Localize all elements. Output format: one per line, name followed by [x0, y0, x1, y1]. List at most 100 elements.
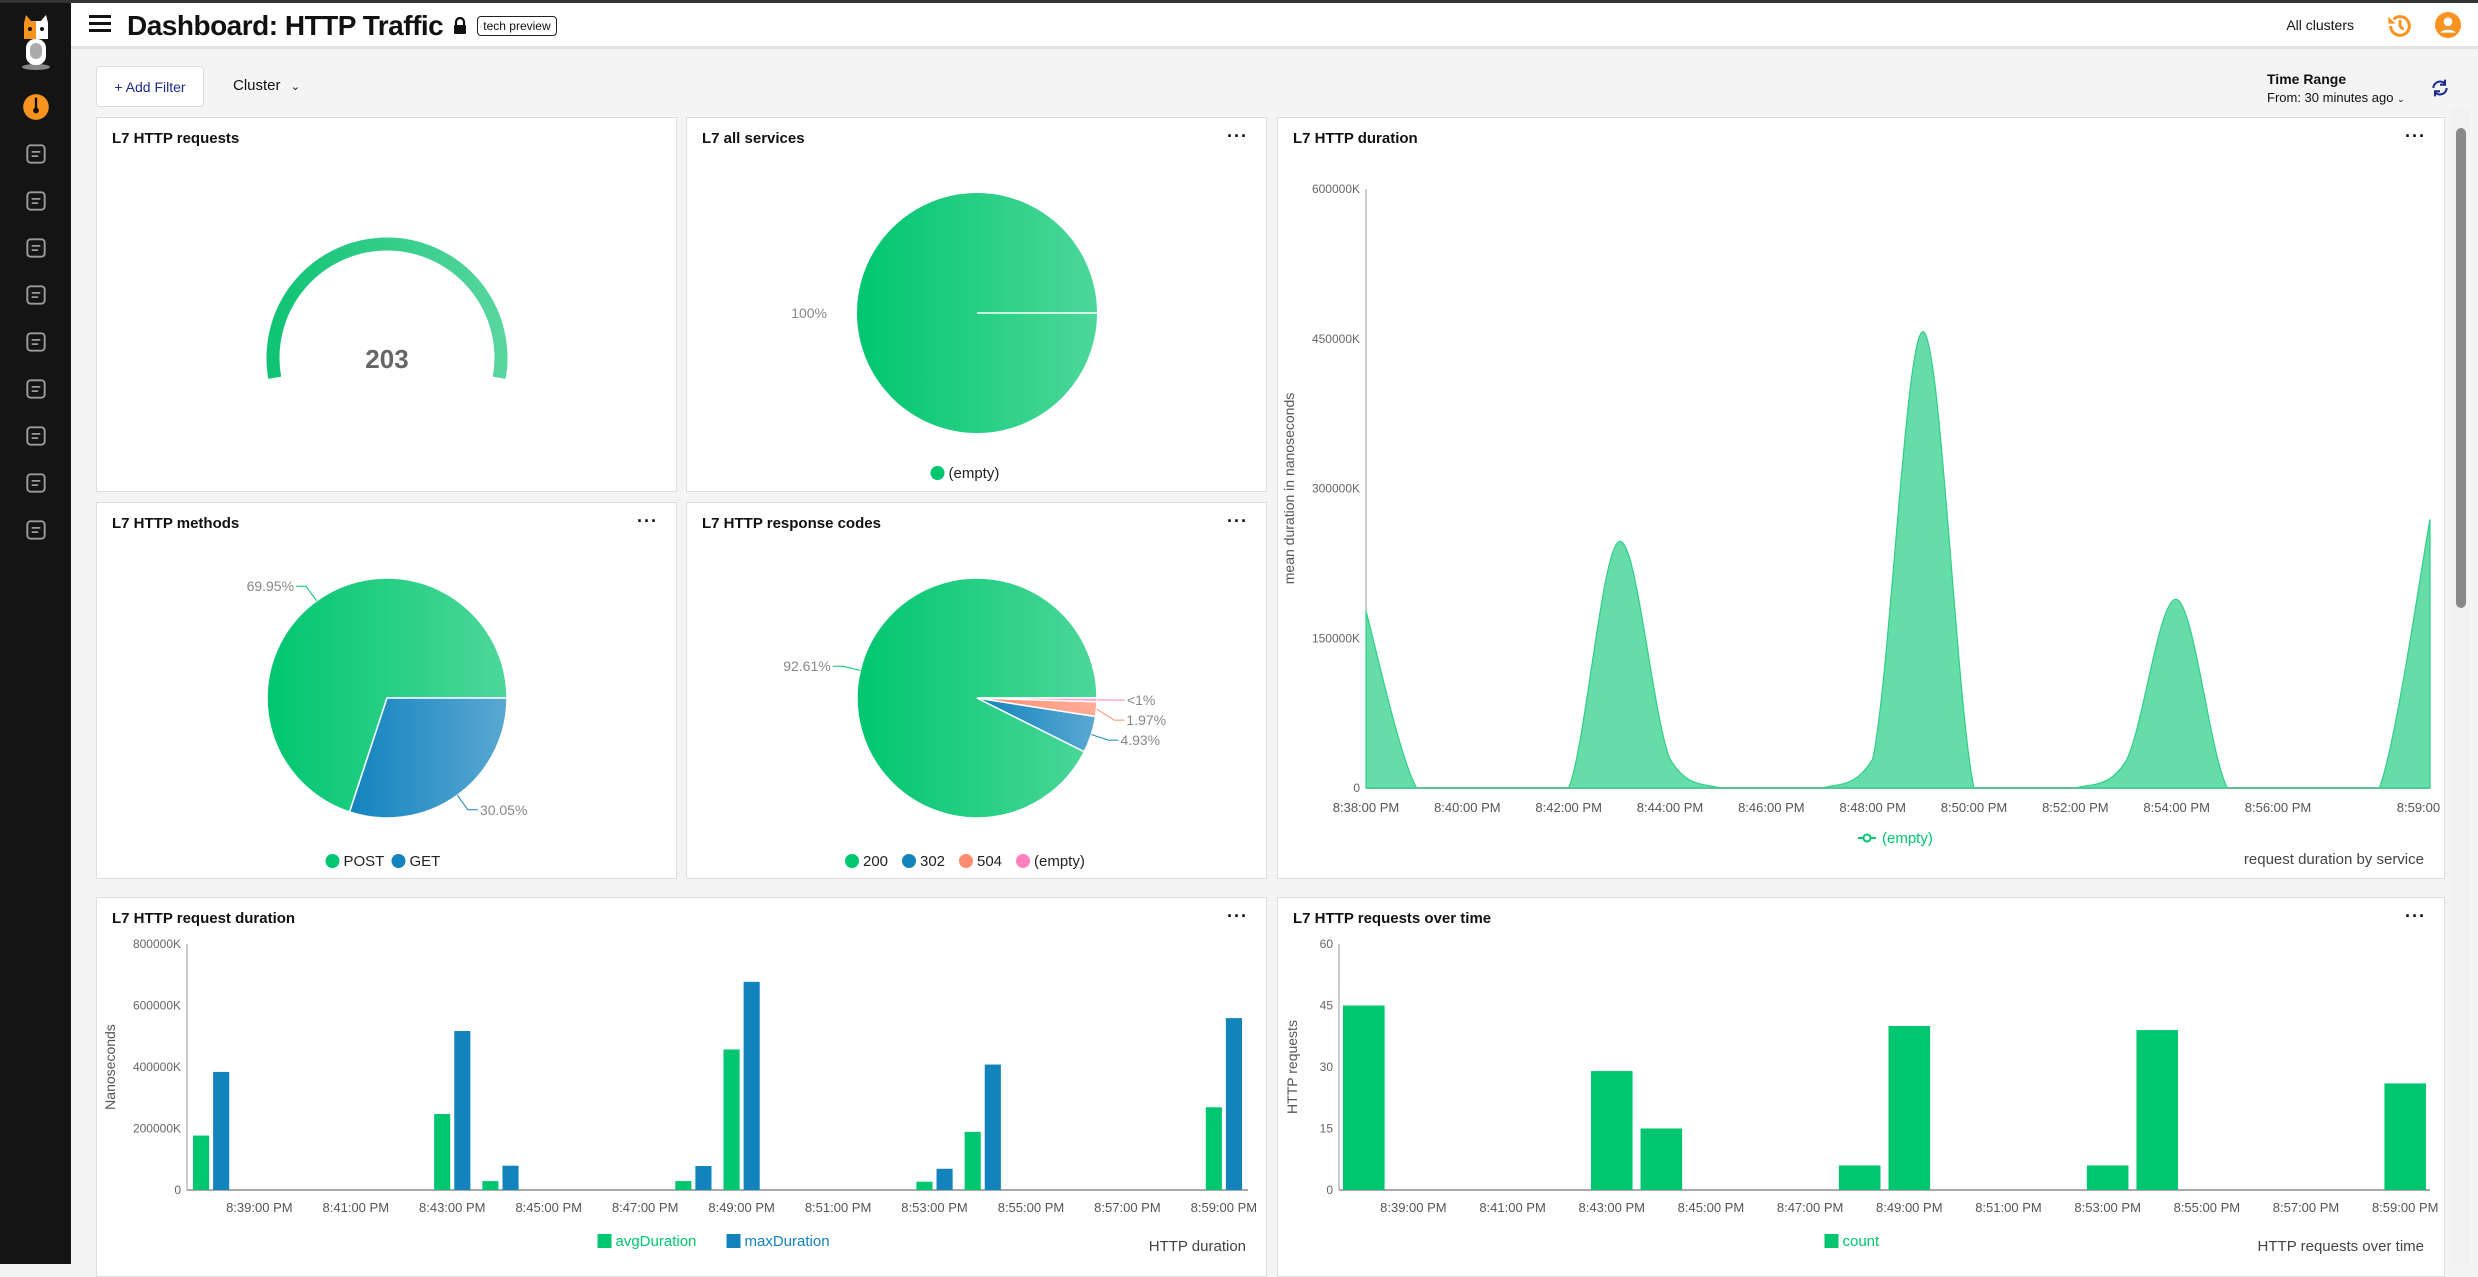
label-line: [1096, 709, 1124, 720]
bar: [1206, 1107, 1222, 1190]
panel-menu-button[interactable]: ···: [637, 511, 658, 532]
cluster-filter-dropdown[interactable]: Cluster ⌄: [233, 77, 300, 94]
y-tick-label: 15: [1320, 1122, 1334, 1136]
panel-title: L7 all services: [702, 130, 805, 147]
cat-logo-icon[interactable]: [14, 13, 58, 71]
panel-title: L7 HTTP response codes: [702, 515, 881, 532]
policy-edit-icon[interactable]: [20, 185, 52, 217]
slice-label: 92.61%: [783, 658, 830, 674]
x-tick-label: 8:52:00 PM: [2042, 800, 2109, 815]
bar: [724, 1049, 740, 1190]
panel-menu-button[interactable]: ···: [1227, 126, 1248, 147]
slice-label: 4.93%: [1120, 732, 1160, 748]
label-line: [1091, 735, 1118, 741]
bar: [502, 1166, 518, 1190]
x-tick-label: 8:55:00 PM: [2174, 1200, 2241, 1215]
legend-swatch: [392, 854, 406, 868]
x-tick-label: 8:57:00 PM: [1094, 1200, 1161, 1215]
panel-menu-button[interactable]: ···: [1227, 906, 1248, 927]
x-tick-label: 8:43:00 PM: [1579, 1200, 1646, 1215]
x-tick-label: 8:59:00 PM: [2397, 800, 2444, 815]
gauge-value: 203: [365, 344, 408, 374]
panel-http-requests: L7 HTTP requests 203: [96, 117, 677, 492]
label-line: [833, 666, 861, 670]
slice-label: 30.05%: [480, 802, 527, 818]
panel-title: L7 HTTP request duration: [112, 910, 295, 927]
checklist-icon[interactable]: [20, 373, 52, 405]
bar: [213, 1072, 229, 1190]
slice-label: <1%: [1127, 692, 1155, 708]
x-tick-label: 8:49:00 PM: [1876, 1200, 1943, 1215]
panel-title: L7 HTTP requests over time: [1293, 910, 1491, 927]
x-tick-label: 8:56:00 PM: [2245, 800, 2312, 815]
cluster-selector[interactable]: All clusters: [2286, 17, 2354, 33]
menu-icon[interactable]: [89, 15, 111, 33]
bar: [985, 1065, 1001, 1190]
scrollbar-thumb[interactable]: [2456, 128, 2466, 608]
add-filter-button[interactable]: + Add Filter: [96, 66, 204, 107]
y-tick-label: 600000K: [1312, 182, 1360, 196]
analytics-icon[interactable]: [20, 420, 52, 452]
panel-title: L7 HTTP requests: [112, 130, 239, 147]
bar: [937, 1169, 953, 1190]
dashboard-icon[interactable]: [20, 91, 52, 123]
topology-icon[interactable]: [20, 138, 52, 170]
legend-swatch: [931, 466, 945, 480]
y-axis-label: HTTP requests: [1284, 1020, 1300, 1114]
legend-label: 302: [920, 853, 945, 870]
legend-label: 200: [863, 853, 888, 870]
cluster-icon[interactable]: [20, 326, 52, 358]
refresh-icon[interactable]: [2430, 78, 2450, 98]
page-title: Dashboard: HTTP Traffic: [127, 10, 443, 42]
shield-check-icon[interactable]: [20, 514, 52, 546]
y-tick-label: 0: [174, 1183, 181, 1197]
x-tick-label: 8:41:00 PM: [323, 1200, 390, 1215]
bar: [1839, 1165, 1881, 1190]
page-scrollbar[interactable]: [2452, 108, 2470, 1264]
panel-menu-button[interactable]: ···: [2405, 126, 2426, 147]
area-series: [1366, 332, 2430, 788]
panel-all-services: L7 all services ··· 100%(empty): [686, 117, 1267, 492]
x-tick-label: 8:51:00 PM: [1975, 1200, 2042, 1215]
network-icon[interactable]: [20, 232, 52, 264]
y-axis-label: mean duration in nanoseconds: [1281, 393, 1297, 584]
x-tick-label: 8:49:00 PM: [708, 1200, 775, 1215]
trend-icon[interactable]: [20, 467, 52, 499]
bar: [2384, 1083, 2426, 1190]
legend-swatch: [845, 854, 859, 868]
legend-swatch: [727, 1234, 741, 1248]
x-tick-label: 8:53:00 PM: [901, 1200, 968, 1215]
lock-icon: [453, 17, 467, 35]
bar: [1343, 1006, 1385, 1191]
x-tick-label: 8:38:00 PM: [1333, 800, 1400, 815]
panel-response-codes: L7 HTTP response codes ··· 92.61%4.93%1.…: [686, 502, 1267, 879]
bar: [482, 1181, 498, 1190]
x-tick-label: 8:39:00 PM: [1380, 1200, 1447, 1215]
legend-swatch: [598, 1234, 612, 1248]
panel-menu-button[interactable]: ···: [1227, 511, 1248, 532]
legend-label: (empty): [1882, 830, 1933, 847]
bar: [965, 1132, 981, 1190]
x-tick-label: 8:59:00 PM: [1191, 1200, 1258, 1215]
history-icon[interactable]: [2386, 12, 2414, 40]
user-avatar-icon[interactable]: [2435, 12, 2461, 38]
legend-swatch: [902, 854, 916, 868]
chevron-down-icon: ⌄: [291, 81, 300, 93]
hierarchy-icon[interactable]: [20, 279, 52, 311]
bar: [695, 1166, 711, 1190]
slice-label: 69.95%: [247, 578, 294, 594]
legend: (empty): [931, 465, 1000, 482]
legend-swatch: [959, 854, 973, 868]
x-tick-label: 8:46:00 PM: [1738, 800, 1805, 815]
title-row: Dashboard: HTTP Traffic tech preview: [127, 7, 557, 45]
chart-caption: request duration by service: [2244, 851, 2424, 868]
panel-menu-button[interactable]: ···: [2405, 906, 2426, 927]
bar: [744, 982, 760, 1190]
y-tick-label: 800000K: [133, 938, 181, 951]
